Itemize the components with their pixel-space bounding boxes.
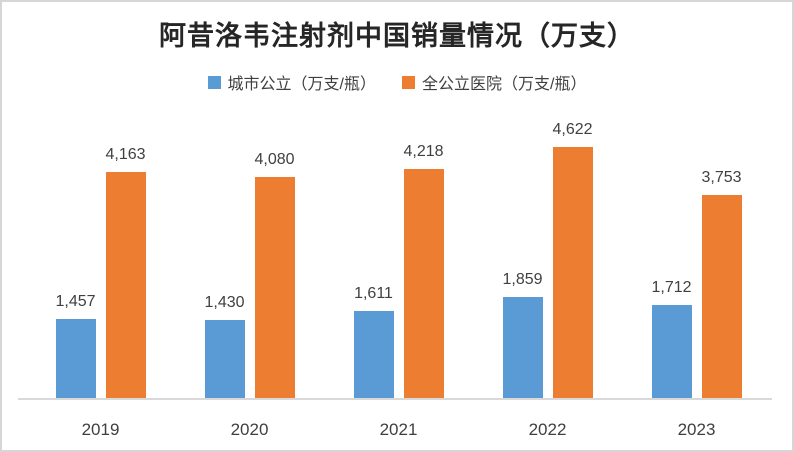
legend: 城市公立（万支/瓶） 全公立医院（万支/瓶） (2, 70, 792, 94)
bar-value-label: 4,163 (105, 146, 146, 163)
bar-value-label: 3,753 (701, 169, 742, 186)
x-axis-label-2019: 2019 (81, 420, 120, 439)
bar-value-label: 4,218 (403, 143, 444, 160)
bars-row: 1,457 4,163 1,430 4,080 1,611 4,218 1,859 4,622… (26, 122, 771, 398)
bar-city-public-2019[interactable]: 1,457 (55, 294, 96, 398)
plot-area: 1,457 4,163 1,430 4,080 1,611 4,218 1,859 4,622… (18, 122, 772, 450)
bar-all-public-hospitals-2023[interactable]: 3,753 (701, 170, 742, 398)
bar-group-2019: 1,457 4,163 (26, 138, 175, 398)
bar-all-public-hospitals-2021[interactable]: 4,218 (403, 144, 444, 398)
legend-label: 全公立医院（万支/瓶） (422, 76, 587, 93)
x-axis-label-2020: 2020 (230, 420, 269, 439)
bar-group-2021: 1,611 4,218 (324, 138, 473, 398)
legend-swatch-blue-icon (207, 75, 221, 89)
bar-city-public-2022[interactable]: 1,859 (502, 272, 543, 398)
x-axis-label-2021: 2021 (379, 420, 418, 439)
bar-value-label: 1,430 (204, 294, 245, 311)
x-axis-label-2022: 2022 (528, 420, 567, 439)
bar-value-label: 1,457 (55, 293, 96, 310)
x-axis-labels: 2019 2020 2021 2022 2023 (26, 420, 771, 440)
legend-item-all-public-hospitals[interactable]: 全公立医院（万支/瓶） (402, 70, 586, 94)
bar-value-label: 4,080 (254, 151, 295, 168)
x-axis-line (18, 398, 772, 400)
x-axis-label-2023: 2023 (677, 420, 716, 439)
bar-value-label: 4,622 (552, 121, 593, 138)
bar-city-public-2020[interactable]: 1,430 (204, 295, 245, 398)
bar-value-label: 1,611 (354, 285, 393, 302)
legend-item-city-public[interactable]: 城市公立（万支/瓶） (207, 70, 376, 94)
bar-city-public-2023[interactable]: 1,712 (651, 280, 692, 398)
legend-label: 城市公立（万支/瓶） (227, 76, 376, 93)
bar-all-public-hospitals-2019[interactable]: 4,163 (105, 147, 146, 398)
bar-group-2023: 1,712 3,753 (622, 138, 771, 398)
bar-value-label: 1,859 (502, 271, 543, 288)
bar-value-label: 1,712 (651, 279, 692, 296)
chart-title: 阿昔洛韦注射剂中国销量情况（万支） (159, 21, 635, 51)
bar-group-2020: 1,430 4,080 (175, 138, 324, 398)
legend-swatch-orange-icon (402, 75, 415, 89)
bar-all-public-hospitals-2020[interactable]: 4,080 (254, 152, 295, 398)
bar-group-2022: 1,859 4,622 (473, 122, 622, 398)
bar-all-public-hospitals-2022[interactable]: 4,622 (552, 122, 593, 398)
bar-city-public-2021[interactable]: 1,611 (353, 286, 394, 398)
